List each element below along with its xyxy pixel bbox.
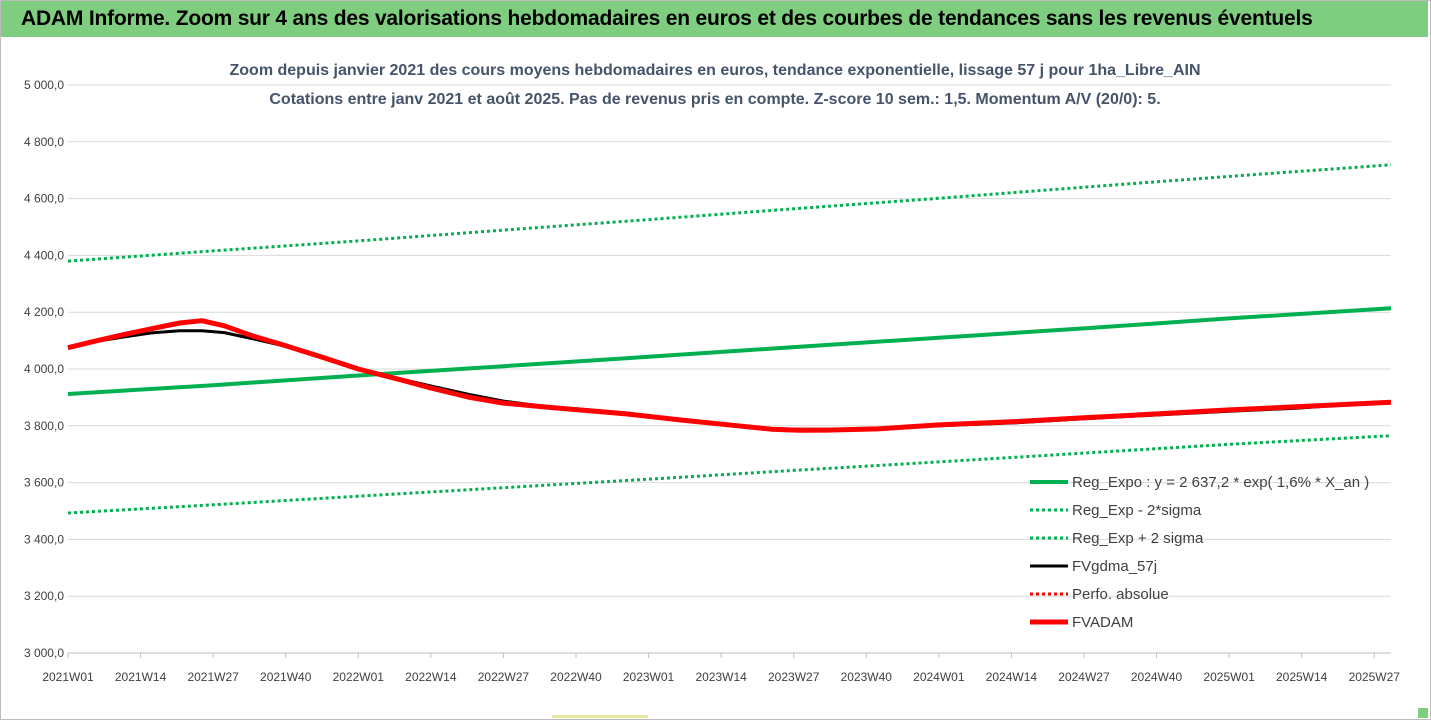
- y-tick-label: 4 400,0: [24, 248, 64, 262]
- chart-title: Zoom depuis janvier 2021 des cours moyen…: [230, 62, 1201, 79]
- legend-label: Perfo. absolue: [1072, 586, 1169, 603]
- series-line-2: [67, 163, 1392, 263]
- y-tick-label: 5 000,0: [24, 78, 64, 92]
- y-tick-label: 3 400,0: [24, 532, 64, 546]
- x-tick-label: 2022W40: [550, 670, 602, 684]
- x-tick-label: 2021W27: [187, 670, 239, 684]
- legend-label: Reg_Exp + 2 sigma: [1072, 530, 1204, 547]
- x-axis: 2021W01 2021W14 2021W27 2021W40 2022W01 2022W…: [42, 652, 1401, 684]
- y-tick-label: 3 200,0: [24, 589, 64, 603]
- legend-label: FVgdma_57j: [1072, 558, 1157, 575]
- x-tick-label: 2024W40: [1131, 670, 1183, 684]
- x-tick-label: 2023W27: [768, 670, 820, 684]
- x-tick-label: 2024W01: [913, 670, 965, 684]
- x-tick-label: 2023W01: [623, 670, 675, 684]
- gridlines: [68, 84, 1391, 654]
- legend-label: Reg_Expo : y = 2 637,2 * exp( 1,6% * X_a…: [1072, 474, 1369, 491]
- x-tick-label: 2023W40: [841, 670, 893, 684]
- chart-subtitle: Cotations entre janv 2021 et août 2025. …: [269, 91, 1160, 108]
- x-tick-label: 2024W14: [986, 670, 1038, 684]
- x-tick-label: 2022W14: [405, 670, 457, 684]
- plot-area: [67, 163, 1392, 515]
- bottom-marker: [552, 715, 648, 718]
- x-tick-label: 2022W01: [333, 670, 385, 684]
- x-tick-label: 2021W01: [42, 670, 94, 684]
- y-axis: 3 000,0 3 200,0 3 400,0 3 600,0 3 800,0 4 000…: [24, 78, 64, 660]
- y-tick-label: 3 600,0: [24, 476, 64, 490]
- series-line-5: [67, 318, 1392, 433]
- x-tick-label: 2025W27: [1349, 670, 1401, 684]
- legend: Reg_Expo : y = 2 637,2 * exp( 1,6% * X_a…: [1030, 474, 1369, 631]
- title-banner: ADAM Informe. Zoom sur 4 ans des valoris…: [1, 1, 1428, 37]
- series-line-1: [67, 434, 1392, 515]
- corner-marker: [1418, 708, 1428, 718]
- legend-label: Reg_Exp - 2*sigma: [1072, 502, 1202, 519]
- x-tick-label: 2024W27: [1058, 670, 1110, 684]
- x-tick-label: 2021W40: [260, 670, 312, 684]
- y-tick-label: 4 600,0: [24, 192, 64, 206]
- legend-label: FVADAM: [1072, 614, 1133, 631]
- series-line-0: [67, 306, 1392, 396]
- x-tick-label: 2021W14: [115, 670, 167, 684]
- y-tick-label: 4 000,0: [24, 362, 64, 376]
- y-tick-label: 4 200,0: [24, 305, 64, 319]
- y-tick-label: 4 800,0: [24, 135, 64, 149]
- banner-title: ADAM Informe. Zoom sur 4 ans des valoris…: [21, 7, 1313, 30]
- x-tick-label: 2022W27: [478, 670, 530, 684]
- x-tick-label: 2023W14: [695, 670, 747, 684]
- y-tick-label: 3 800,0: [24, 419, 64, 433]
- y-tick-label: 3 000,0: [24, 646, 64, 660]
- x-tick-label: 2025W14: [1276, 670, 1328, 684]
- x-tick-label: 2025W01: [1203, 670, 1255, 684]
